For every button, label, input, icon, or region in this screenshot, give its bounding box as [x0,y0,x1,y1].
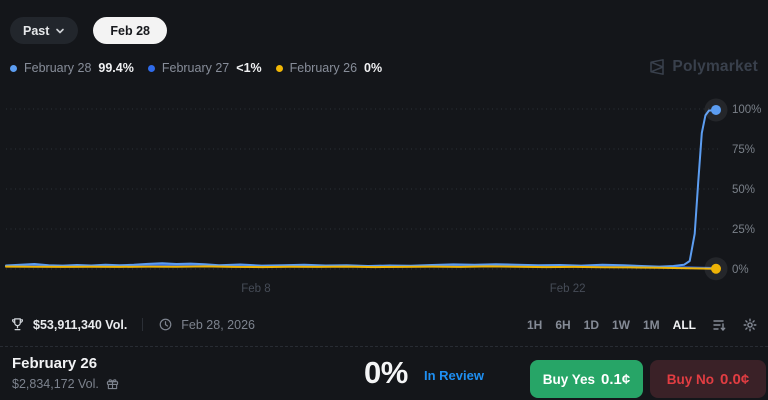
buy-yes-price: 0.1¢ [601,370,631,388]
outcome-chance: 0% [364,355,408,390]
buy-no-button[interactable]: Buy No 0.0¢ [650,360,766,398]
trophy-icon [10,317,25,332]
legend-value: 0% [364,61,383,75]
legend-item-feb-27[interactable]: February 27 <1% [147,61,262,75]
buy-yes-label: Buy Yes [542,371,596,387]
chart-toolbar: $53,911,340 Vol. Feb 28, 2026 1H 6H 1D 1… [10,311,758,338]
svg-text:25%: 25% [732,224,755,236]
toolbar-left: $53,911,340 Vol. Feb 28, 2026 [10,317,255,332]
polymarket-logo-icon [648,58,666,76]
past-dropdown[interactable]: Past [10,17,79,44]
polymarket-brand-name: Polymarket [672,58,758,75]
market-end-date: Feb 28, 2026 [181,317,255,332]
outcome-title: February 26 [12,355,98,372]
legend-dot-feb-28 [10,64,17,72]
svg-text:Feb 22: Feb 22 [550,283,586,295]
buy-no-label: Buy No [666,371,715,387]
legend-label: February 26 [289,61,358,75]
legend-label: February 28 [24,61,92,75]
tab-feb-28-label: Feb 28 [110,23,151,38]
svg-text:0%: 0% [732,264,749,276]
total-volume: $53,911,340 Vol. [33,317,128,332]
timeframe-pills: Past Feb 28 [10,17,168,44]
legend-value: <1% [236,61,262,75]
polymarket-brand: Polymarket [648,58,758,76]
buy-yes-button[interactable]: Buy Yes 0.1¢ [530,360,643,398]
past-dropdown-label: Past [23,23,50,38]
range-1h[interactable]: 1H [526,317,543,332]
price-history-chart[interactable]: 0% 25% 50% 75% 100% Feb 8 Feb 22 [0,96,768,300]
sort-descending-icon[interactable] [711,317,727,333]
range-1d[interactable]: 1D [583,317,599,332]
tab-feb-28[interactable]: Feb 28 [93,17,168,44]
svg-text:50%: 50% [732,184,755,196]
legend-item-feb-28[interactable]: February 28 99.4% [10,61,134,75]
range-1m[interactable]: 1M [643,317,660,332]
toolbar-divider [142,318,144,331]
toolbar-right: 1H 6H 1D 1W 1M ALL [527,317,758,333]
legend-item-feb-26[interactable]: February 26 0% [275,61,383,75]
buy-no-price: 0.0¢ [720,370,750,388]
legend-value: 99.4% [98,61,134,75]
legend-label: February 27 [161,61,230,75]
outcome-volume: $2,834,172 Vol. [12,376,99,391]
svg-text:100%: 100% [732,104,761,116]
svg-text:Feb 8: Feb 8 [241,283,270,295]
legend-dot-feb-26 [275,64,283,72]
outcome-row-separator [0,346,768,347]
settings-gear-icon[interactable] [742,317,758,333]
range-1w[interactable]: 1W [612,317,630,332]
status-in-review: In Review [424,368,484,383]
chart-legend: February 28 99.4% February 27 <1% Februa… [10,61,382,75]
chevron-down-icon [55,26,65,36]
svg-text:75%: 75% [732,144,755,156]
range-all[interactable]: ALL [672,317,696,332]
legend-dot-feb-27 [147,64,155,72]
range-6h[interactable]: 6H [555,317,571,332]
gift-icon[interactable] [105,376,120,391]
outcome-volume-row: $2,834,172 Vol. [12,376,120,391]
clock-icon [158,317,173,332]
